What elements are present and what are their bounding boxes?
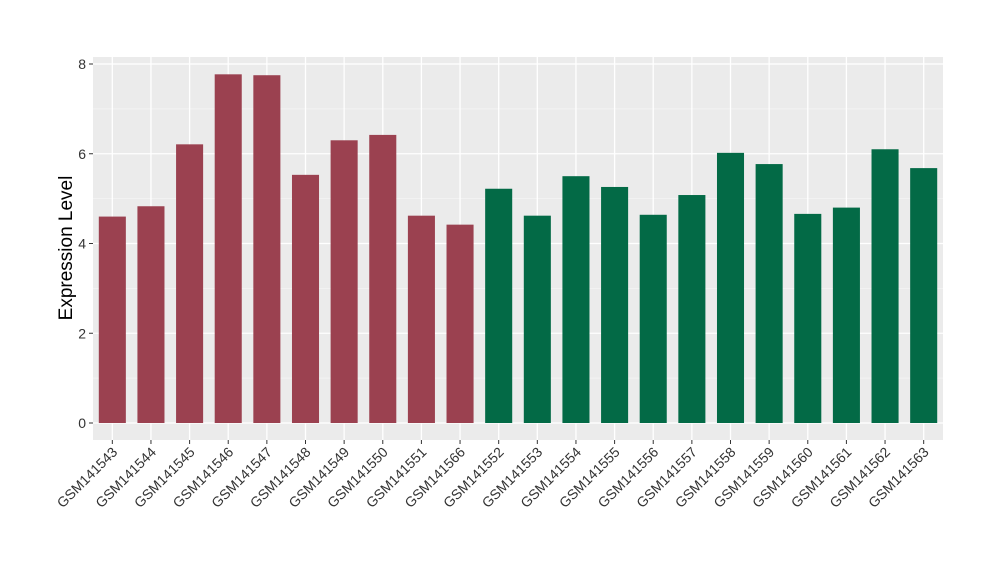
bar-GSM141547 (253, 75, 281, 423)
bar-GSM141557 (678, 195, 706, 423)
bar-GSM141544 (137, 206, 165, 423)
bar-GSM141554 (562, 176, 590, 423)
bar-GSM141558 (716, 152, 745, 423)
bar-GSM141556 (639, 214, 667, 423)
bar-GSM141562 (871, 149, 899, 423)
bars (98, 74, 938, 424)
bar-GSM141551 (407, 215, 435, 423)
bar-GSM141546 (214, 74, 242, 423)
y-tick-label: 6 (78, 146, 86, 162)
y-axis: 0 2 4 6 8 (78, 56, 93, 431)
x-axis: GSM141543GSM141544GSM141545GSM141546GSM1… (54, 440, 932, 511)
y-axis-title: Expression Level (56, 176, 77, 321)
y-tick-label: 0 (78, 415, 86, 431)
y-tick-label: 2 (78, 325, 86, 341)
y-tick-label: 8 (78, 56, 86, 72)
bar-GSM141563 (910, 168, 938, 423)
bar-GSM141545 (176, 144, 204, 423)
bar-GSM141548 (291, 174, 320, 423)
bar-GSM141550 (369, 134, 397, 423)
bar-GSM141549 (330, 140, 358, 424)
bar-GSM141559 (755, 164, 783, 423)
bar-GSM141560 (794, 213, 822, 423)
bar-GSM141543 (98, 216, 126, 423)
bar-GSM141555 (601, 186, 629, 423)
bar-GSM141566 (446, 224, 474, 423)
bar-GSM141561 (832, 207, 860, 423)
y-tick-label: 4 (78, 236, 86, 252)
bar-GSM141553 (523, 215, 551, 423)
bar-GSM141552 (485, 188, 513, 423)
